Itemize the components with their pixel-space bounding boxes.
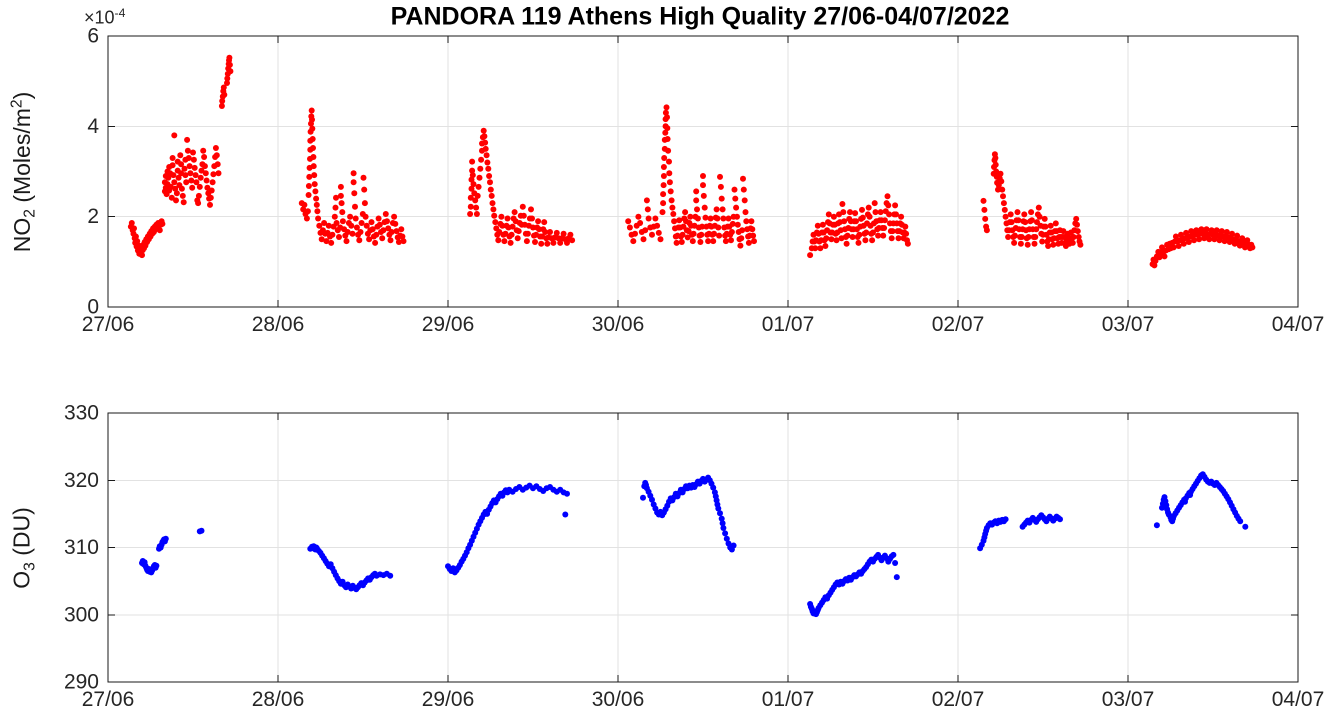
no2-series: [127, 54, 1256, 269]
no2-axis-box: [107, 35, 1299, 308]
chart-title: PANDORA 119 Athens High Quality 27/06-04…: [390, 2, 1010, 31]
svg-text:2: 2: [87, 205, 99, 228]
svg-text:04/07: 04/07: [1272, 313, 1325, 336]
svg-text:0: 0: [87, 296, 99, 319]
svg-text:30/06: 30/06: [592, 688, 645, 711]
svg-text:02/07: 02/07: [932, 688, 985, 711]
svg-text:4: 4: [87, 115, 99, 138]
o3-axis-box: [107, 412, 1299, 683]
svg-text:01/07: 01/07: [762, 688, 815, 711]
svg-text:01/07: 01/07: [762, 313, 815, 336]
svg-text:27/06: 27/06: [82, 688, 135, 711]
o3-tick-labels: 27/06 28/06 29/06 30/06 01/07 02/07 03/07 04/07…: [64, 402, 1324, 712]
svg-text:330: 330: [64, 402, 99, 425]
no2-panel: 27/06 28/06 29/06 30/06 01/07 02/07 03/07 04/07…: [82, 25, 1325, 337]
svg-text:29/06: 29/06: [422, 688, 475, 711]
svg-text:320: 320: [64, 469, 99, 492]
o3-gridlines: [108, 413, 1298, 682]
o3-panel: 27/06 28/06 29/06 30/06 01/07 02/07 03/07 04/07…: [64, 402, 1324, 712]
svg-text:28/06: 28/06: [252, 688, 305, 711]
no2-axis-label: NO2 (Moles/m2): [8, 91, 39, 253]
svg-text:03/07: 03/07: [1102, 313, 1155, 336]
o3-axis-label: O3 (DU): [8, 507, 39, 589]
svg-text:28/06: 28/06: [252, 313, 305, 336]
y-exponent-label: ×10-4: [84, 6, 126, 28]
svg-text:30/06: 30/06: [592, 313, 645, 336]
svg-text:03/07: 03/07: [1102, 688, 1155, 711]
svg-text:300: 300: [64, 603, 99, 626]
svg-text:29/06: 29/06: [422, 313, 475, 336]
svg-text:02/07: 02/07: [932, 313, 985, 336]
svg-text:04/07: 04/07: [1272, 688, 1325, 711]
svg-text:290: 290: [64, 671, 99, 694]
o3-series: [139, 471, 1249, 618]
svg-text:27/06: 27/06: [82, 313, 135, 336]
no2-gridlines: [108, 36, 1298, 307]
svg-text:6: 6: [87, 25, 99, 48]
no2-tick-labels: 27/06 28/06 29/06 30/06 01/07 02/07 03/07 04/07…: [82, 25, 1325, 337]
svg-text:310: 310: [64, 536, 99, 559]
